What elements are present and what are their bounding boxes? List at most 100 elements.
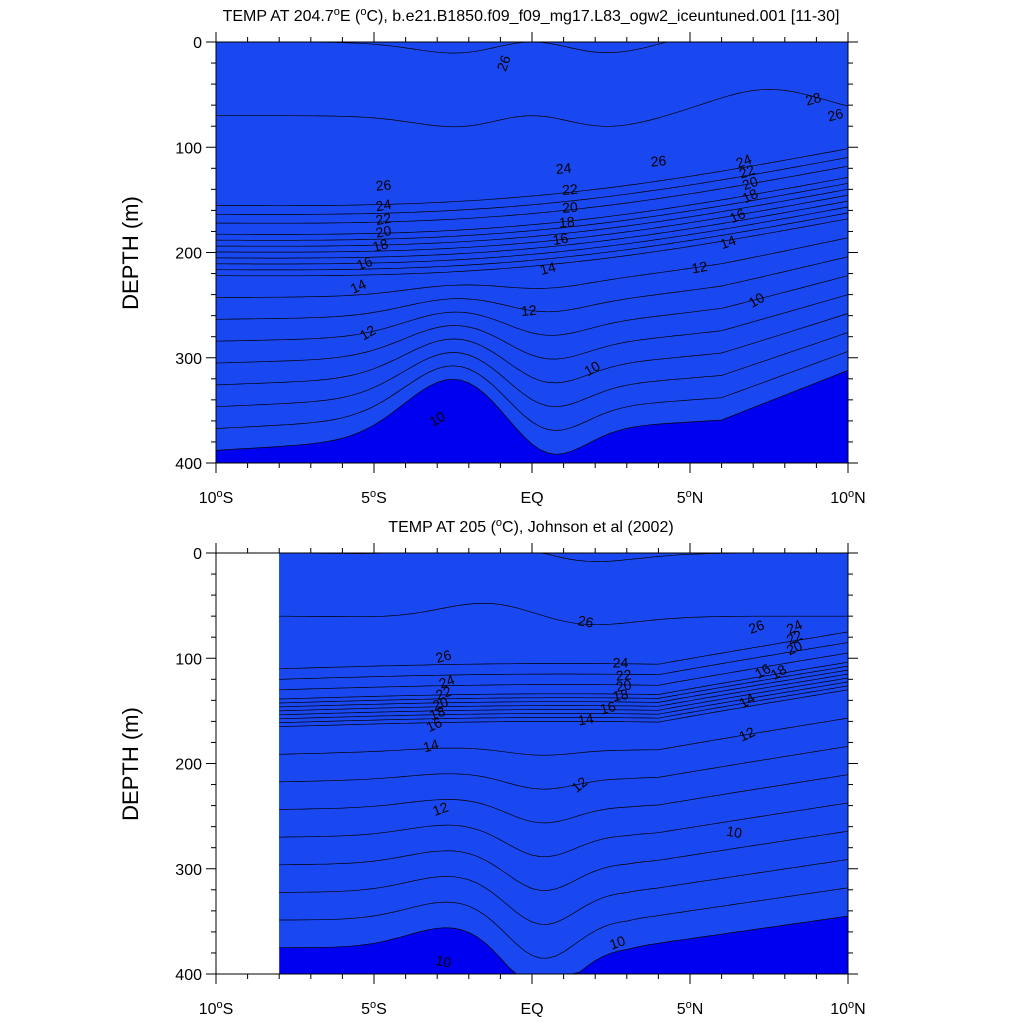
contour-line	[279, 665, 849, 704]
contour-label: 12	[736, 723, 757, 744]
contour-label: 14	[538, 258, 557, 278]
y-tick-label: 0	[193, 546, 202, 563]
contour-line-layer	[279, 552, 849, 975]
contour-label: 26	[826, 105, 845, 125]
contour-line	[216, 188, 849, 247]
contour-line	[216, 89, 849, 128]
contour-line	[279, 677, 849, 716]
contour-label: 20	[430, 693, 450, 713]
contour-label: 26	[650, 152, 667, 169]
contour-line	[279, 673, 849, 712]
x-tick-label: 10oS	[199, 999, 234, 1018]
x-tick-label: 5oN	[677, 999, 704, 1018]
contour-line	[216, 237, 849, 298]
contour-line	[279, 652, 849, 691]
contour-label: 10	[746, 289, 768, 311]
y-tick-label: 300	[175, 862, 202, 879]
contour-line	[216, 177, 849, 235]
contour-label: 10	[434, 952, 452, 970]
contour-label: 22	[784, 627, 805, 648]
x-tick-label: 5oS	[361, 488, 387, 507]
contour-label: 24	[374, 196, 392, 214]
contour-line	[279, 685, 849, 724]
contour-line	[279, 669, 849, 708]
contour-line	[279, 887, 849, 959]
y-tick-label: 100	[175, 140, 202, 157]
contour-label: 24	[784, 616, 805, 637]
contour-line	[215, 332, 849, 408]
contour-line	[216, 200, 849, 259]
y-tick-label: 300	[175, 351, 202, 368]
contour-line	[215, 275, 849, 342]
contour-label: 20	[374, 222, 392, 240]
contour-label: 10	[426, 408, 448, 430]
contour-line	[279, 802, 849, 858]
contour-line	[279, 830, 849, 891]
contour-label: 24	[613, 654, 629, 670]
x-tick-label: EQ	[520, 1001, 543, 1018]
contour-label: 16	[727, 205, 748, 226]
contour-label: 16	[424, 714, 445, 735]
contour-label: 24	[734, 151, 754, 171]
axes: 0 100 200 300 400 10oS 5oS EQ 5oN 10oN	[175, 543, 866, 1018]
contour-label: 24	[555, 160, 572, 177]
panel-observations: TEMP AT 205 (oC), Johnson et al (2002) 2…	[118, 517, 866, 1018]
contour-label: 22	[433, 683, 453, 703]
contour-label: 22	[561, 181, 578, 198]
contour-line	[215, 212, 849, 271]
contour-label: 26	[375, 176, 392, 193]
contour-line	[216, 218, 849, 277]
contour-label: 18	[611, 686, 629, 704]
contour-label: 28	[804, 89, 823, 109]
x-tick-label: 5oS	[361, 999, 387, 1018]
contour-label: 14	[421, 736, 440, 756]
contour-label: 26	[434, 646, 453, 666]
contour-line	[279, 661, 849, 700]
contour-label: 18	[371, 235, 390, 255]
contour-line	[216, 157, 849, 215]
contour-label: 22	[615, 666, 632, 683]
contour-line	[279, 717, 849, 756]
contour-label: 14	[348, 276, 369, 297]
contour-line	[215, 165, 849, 224]
y-tick-label: 400	[175, 456, 202, 473]
contour-label: 14	[736, 689, 758, 711]
contour-label: 10	[607, 932, 627, 952]
contour-label: 12	[357, 322, 379, 344]
contour-label: 16	[752, 660, 774, 682]
x-tick-label: EQ	[520, 490, 543, 507]
contour-line	[215, 313, 849, 386]
y-axis-label: DEPTH (m)	[118, 196, 143, 310]
contour-label: 22	[374, 210, 392, 228]
contour-label: 16	[354, 253, 374, 273]
y-tick-label: 100	[175, 651, 202, 668]
axes: 0 100 200 300 400 10oS 5oS EQ 5oN 10oN	[175, 32, 866, 507]
y-axis-label: DEPTH (m)	[118, 707, 143, 821]
y-tick-label: 400	[175, 967, 202, 984]
y-tick-label: 0	[193, 35, 202, 52]
contour-label: 20	[615, 676, 633, 694]
panel-title: TEMP AT 204.7oE (oC), b.e21.B1850.f09_f0…	[223, 6, 840, 25]
contour-line	[216, 148, 849, 207]
contour-fill-layer	[216, 42, 848, 463]
x-tick-label: 10oN	[830, 999, 865, 1018]
panel-model: TEMP AT 204.7oE (oC), b.e21.B1850.f09_f0…	[118, 6, 866, 507]
contour-line	[279, 774, 849, 824]
contour-label: 18	[768, 661, 790, 683]
contour-line	[215, 182, 849, 241]
x-tick-label: 5oN	[677, 488, 704, 507]
contour-band	[279, 553, 848, 974]
contour-label: 20	[561, 199, 578, 216]
contour-label: 10	[725, 823, 743, 841]
contour-label: 10	[581, 357, 603, 379]
contour-label: 16	[551, 230, 569, 248]
x-tick-label: 10oN	[830, 488, 865, 507]
contour-line	[279, 642, 849, 680]
x-tick-label: 10oS	[199, 488, 234, 507]
contour-line	[279, 746, 849, 790]
contour-label: 22	[737, 161, 757, 181]
contour-line	[279, 681, 849, 720]
